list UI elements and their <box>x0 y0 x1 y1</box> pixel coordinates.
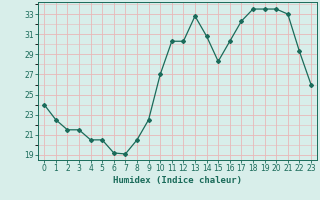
X-axis label: Humidex (Indice chaleur): Humidex (Indice chaleur) <box>113 176 242 185</box>
